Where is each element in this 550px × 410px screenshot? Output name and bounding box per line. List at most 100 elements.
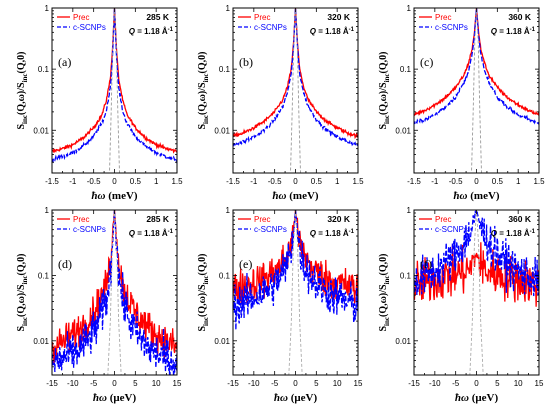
legend-label-c-scnps: c-SCNPs <box>435 225 468 234</box>
legend-label-prec: Prec <box>435 13 451 22</box>
x-tick-label: 0.5 <box>311 177 323 186</box>
x-tick-label: -1.5 <box>407 177 421 186</box>
series-line-c-scnps <box>414 210 539 297</box>
series-line-c-scnps <box>414 8 539 127</box>
panel-label: (e) <box>239 257 252 271</box>
panel-a: -1.5 -1 -0.5 0 0.5 1 1.5 0.01 0.1 1 ħω (meV) Sinc(Q… <box>16 4 183 202</box>
series-line-prec <box>52 8 177 154</box>
y-axis-label: Sinc(Q,ω)/Sinc(Q,0) <box>197 51 210 129</box>
x-tick-label: 0 <box>112 177 117 186</box>
x-tick-label: 0 <box>474 177 479 186</box>
temperature-label: 320 K <box>327 214 351 224</box>
x-tick-label: -0.5 <box>268 177 282 186</box>
y-tick-label: 1 <box>45 4 50 13</box>
x-axis-label: ħω (μeV) <box>93 392 137 404</box>
temperature-label: 360 K <box>508 214 532 224</box>
y-tick-label: 0.1 <box>219 271 231 280</box>
x-tick-label: -10 <box>67 379 79 388</box>
legend-label-prec: Prec <box>254 13 270 22</box>
panel-d: -15 -10 -5 0 5 10 15 0.01 0.1 1 ħω (μeV) Sinc(Q,ω)/… <box>16 206 182 404</box>
x-tick-label: -1 <box>431 177 439 186</box>
x-tick-label: -1.5 <box>45 177 59 186</box>
panel-b: -1.5 -1 -0.5 0 0.5 1 1.5 0.01 0.1 1 ħω (meV) Sinc(Q… <box>197 4 364 202</box>
q-value-label: Q = 1.18 Å-1 <box>129 229 174 238</box>
series-line-prec <box>233 210 358 305</box>
q-value-label: Q = 1.18 Å-1 <box>310 27 355 36</box>
legend-label-c-scnps: c-SCNPs <box>73 23 106 32</box>
x-tick-label: 1 <box>516 177 521 186</box>
y-tick-label: 0.01 <box>33 337 49 346</box>
legend-label-prec: Prec <box>254 215 270 224</box>
panel-label: (a) <box>58 55 71 69</box>
q-value-label: Q = 1.18 Å-1 <box>491 229 536 238</box>
x-axis-label: ħω (meV) <box>453 190 499 202</box>
x-tick-label: 10 <box>333 379 342 388</box>
q-value-label: Q = 1.18 Å-1 <box>310 229 355 238</box>
x-tick-label: -0.5 <box>449 177 463 186</box>
temperature-label: 285 K <box>146 12 170 22</box>
x-tick-label: -5 <box>452 379 460 388</box>
x-axis-label: ħω (μeV) <box>274 392 318 404</box>
x-tick-label: -1.5 <box>226 177 240 186</box>
panel-label: (c) <box>420 55 433 69</box>
y-tick-label: 0.01 <box>214 126 230 135</box>
q-value-label: Q = 1.18 Å-1 <box>129 27 174 36</box>
y-tick-label: 1 <box>407 4 412 13</box>
y-tick-label: 1 <box>226 4 231 13</box>
legend-label-prec: Prec <box>73 13 89 22</box>
x-tick-label: 1.5 <box>352 177 364 186</box>
y-tick-label: 0.1 <box>219 65 231 74</box>
panel-e: -15 -10 -5 0 5 10 15 0.01 0.1 1 ħω (μeV) Sinc(Q,ω)/… <box>197 206 363 404</box>
x-tick-label: 5 <box>314 379 319 388</box>
x-tick-label: -15 <box>227 379 239 388</box>
q-value-label: Q = 1.18 Å-1 <box>491 27 536 36</box>
series-line-resolution <box>233 8 358 173</box>
legend-label-c-scnps: c-SCNPs <box>435 23 468 32</box>
x-tick-label: -10 <box>429 379 441 388</box>
x-tick-label: -0.5 <box>87 177 101 186</box>
x-tick-label: 0 <box>293 177 298 186</box>
y-tick-label: 0.01 <box>395 337 411 346</box>
temperature-label: 320 K <box>327 12 351 22</box>
x-tick-label: 0 <box>293 379 298 388</box>
x-tick-label: -5 <box>271 379 279 388</box>
y-axis-label: Sinc(Q,ω)/Sinc(Q,0) <box>378 51 391 129</box>
y-tick-label: 0.01 <box>214 337 230 346</box>
y-axis-label: Sinc(Q,ω)/Sinc(Q,0) <box>378 253 391 331</box>
series-line-resolution <box>414 8 539 173</box>
y-tick-label: 0.1 <box>38 271 50 280</box>
x-axis-label: ħω (μeV) <box>455 392 499 404</box>
x-tick-label: 1 <box>335 177 340 186</box>
x-tick-label: -15 <box>408 379 420 388</box>
x-tick-label: 15 <box>173 379 182 388</box>
series-line-c-scnps <box>52 8 177 164</box>
panel-label: (f) <box>420 257 432 271</box>
x-tick-label: 10 <box>152 379 161 388</box>
y-tick-label: 0.1 <box>400 65 412 74</box>
x-tick-label: 0.5 <box>130 177 142 186</box>
panel-label: (d) <box>58 257 72 271</box>
legend-label-c-scnps: c-SCNPs <box>254 23 287 32</box>
panel-c: -1.5 -1 -0.5 0 0.5 1 1.5 0.01 0.1 1 ħω (meV) Sinc(Q… <box>378 4 545 202</box>
x-tick-label: 0.5 <box>492 177 504 186</box>
x-tick-label: 15 <box>535 379 544 388</box>
panel-f: -15 -10 -5 0 5 10 15 0.01 0.1 1 ħω (μeV) Sinc(Q,ω)/… <box>378 206 544 404</box>
y-tick-label: 0.1 <box>38 65 50 74</box>
legend-label-prec: Prec <box>435 215 451 224</box>
temperature-label: 285 K <box>146 214 170 224</box>
x-axis-label: ħω (meV) <box>272 190 318 202</box>
x-tick-label: -15 <box>46 379 58 388</box>
y-axis-label: Sinc(Q,ω)/Sinc(Q,0) <box>16 51 29 129</box>
y-tick-label: 0.1 <box>400 271 412 280</box>
x-tick-label: 15 <box>354 379 363 388</box>
y-tick-label: 1 <box>226 206 231 215</box>
x-tick-label: 1.5 <box>171 177 183 186</box>
legend-label-c-scnps: c-SCNPs <box>73 225 106 234</box>
x-tick-label: 10 <box>514 379 523 388</box>
x-axis-label: ħω (meV) <box>91 190 137 202</box>
y-tick-label: 1 <box>45 206 50 215</box>
x-tick-label: 5 <box>495 379 500 388</box>
legend-label-c-scnps: c-SCNPs <box>254 225 287 234</box>
x-tick-label: -1 <box>250 177 258 186</box>
